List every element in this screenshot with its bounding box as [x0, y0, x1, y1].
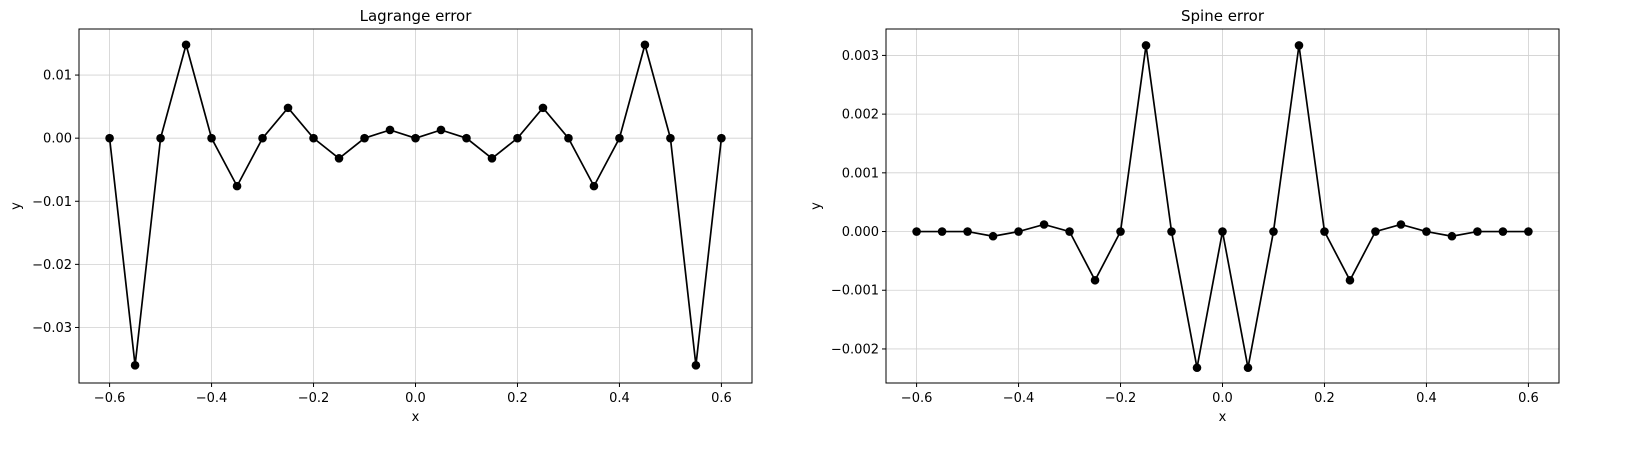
y-tick-label: −0.03 — [32, 321, 72, 336]
x-tick-label: 0.4 — [1416, 391, 1437, 406]
chart-title: Spine error — [1181, 7, 1265, 25]
data-point — [462, 133, 471, 143]
data-point — [232, 181, 242, 191]
data-point — [1039, 220, 1049, 229]
data-point — [360, 133, 369, 143]
data-point — [1167, 227, 1176, 236]
data-point — [385, 125, 395, 135]
data-point — [589, 181, 599, 191]
chart-spine-error: −0.6 −0.4 −0.2 0.0 0.2 0.4 0.6 −0.002 −0.001 0.00… — [809, 7, 1560, 425]
data-point — [615, 133, 624, 143]
data-point — [156, 133, 165, 143]
data-point — [513, 133, 522, 143]
y-tick-label: −0.001 — [831, 284, 879, 299]
data-point — [1065, 227, 1074, 236]
data-point — [1116, 227, 1125, 236]
data-point — [258, 133, 267, 143]
data-point — [1524, 227, 1533, 236]
x-tick-label: −0.2 — [1105, 391, 1137, 406]
data-point — [1320, 227, 1329, 236]
data-point — [1447, 231, 1457, 241]
x-tick-label: −0.4 — [1003, 391, 1035, 406]
y-axis-label: y — [9, 202, 24, 210]
data-point — [130, 361, 140, 370]
x-tick-label: 0.6 — [1518, 391, 1539, 406]
x-axis-label: x — [412, 410, 420, 425]
data-point — [1090, 275, 1100, 285]
y-tick-label: 0.000 — [842, 225, 879, 240]
data-point — [717, 133, 726, 143]
y-tick-label: −0.02 — [32, 258, 72, 273]
x-tick-label: −0.4 — [196, 391, 228, 406]
data-point — [691, 361, 701, 370]
x-axis-label: x — [1219, 410, 1227, 425]
y-tick-label: −0.002 — [831, 342, 879, 357]
x-tick-label: −0.2 — [298, 391, 330, 406]
chart-title: Lagrange error — [360, 7, 473, 25]
x-tick-label: 0.6 — [711, 391, 732, 406]
data-point — [538, 103, 548, 113]
data-point — [988, 231, 998, 241]
x-tick-label: 0.0 — [1212, 391, 1233, 406]
data-point — [487, 154, 497, 163]
data-point — [181, 40, 191, 50]
data-point — [1345, 275, 1355, 285]
data-point — [436, 125, 446, 135]
data-point — [1192, 363, 1202, 373]
y-axis-label: y — [809, 202, 824, 210]
data-point — [1294, 41, 1304, 50]
data-point — [912, 227, 921, 236]
y-tick-label: 0.002 — [842, 108, 879, 123]
data-point — [666, 133, 675, 143]
y-tick-label: 0.001 — [842, 166, 879, 181]
x-tick-label: −0.6 — [94, 391, 126, 406]
data-point — [640, 40, 650, 50]
data-point — [411, 133, 420, 143]
data-point — [309, 133, 318, 143]
data-point — [937, 227, 947, 236]
data-point — [334, 154, 344, 163]
data-point — [1243, 363, 1253, 373]
data-point — [1141, 41, 1151, 50]
data-point — [1498, 227, 1508, 236]
data-point — [1422, 227, 1431, 236]
data-point — [207, 133, 216, 143]
data-point — [1014, 227, 1023, 236]
x-tick-label: 0.0 — [405, 391, 426, 406]
data-point — [1371, 227, 1380, 236]
data-point — [283, 103, 293, 113]
x-tick-label: 0.2 — [507, 391, 528, 406]
chart-lagrange-error: −0.6 −0.4 −0.2 0.0 0.2 0.4 0.6 −0.03 −0.02 −0.01 0… — [9, 7, 753, 425]
x-tick-label: −0.6 — [901, 391, 933, 406]
data-point — [1218, 227, 1227, 236]
data-point — [1396, 220, 1406, 229]
y-tick-label: 0.01 — [43, 69, 72, 84]
x-tick-label: 0.2 — [1314, 391, 1335, 406]
data-point — [105, 133, 114, 143]
data-point — [564, 133, 573, 143]
data-point — [1269, 227, 1278, 236]
y-tick-label: −0.01 — [32, 195, 72, 210]
data-point — [1473, 227, 1482, 236]
data-point — [963, 227, 972, 236]
y-tick-label: 0.00 — [43, 132, 72, 147]
y-tick-label: 0.003 — [842, 49, 879, 64]
x-tick-label: 0.4 — [609, 391, 630, 406]
